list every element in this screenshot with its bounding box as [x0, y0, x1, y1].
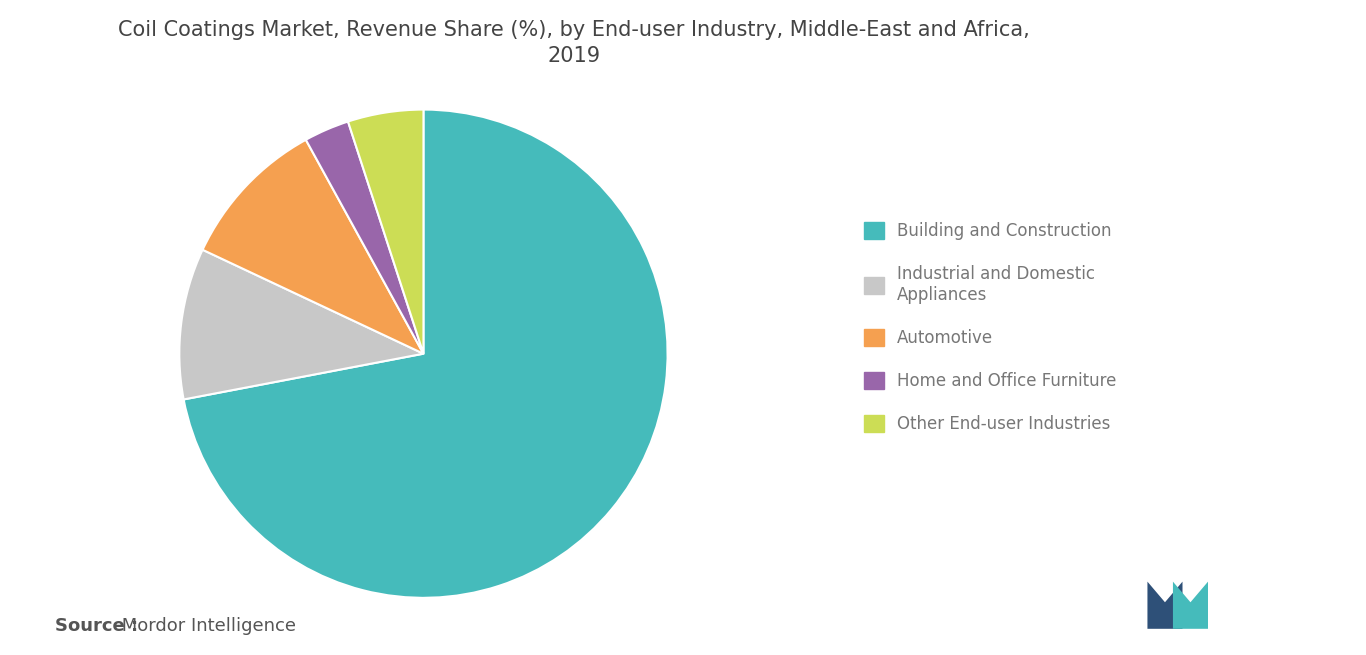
Wedge shape — [306, 122, 423, 354]
Wedge shape — [179, 250, 423, 400]
Wedge shape — [348, 109, 423, 354]
Text: Coil Coatings Market, Revenue Share (%), by End-user Industry, Middle-East and A: Coil Coatings Market, Revenue Share (%),… — [117, 20, 1030, 66]
Text: Mordor Intelligence: Mordor Intelligence — [116, 618, 296, 635]
Wedge shape — [183, 109, 668, 598]
Text: Source :: Source : — [55, 618, 138, 635]
Legend: Building and Construction, Industrial and Domestic
Appliances, Automotive, Home : Building and Construction, Industrial an… — [855, 214, 1124, 441]
Wedge shape — [202, 140, 423, 354]
